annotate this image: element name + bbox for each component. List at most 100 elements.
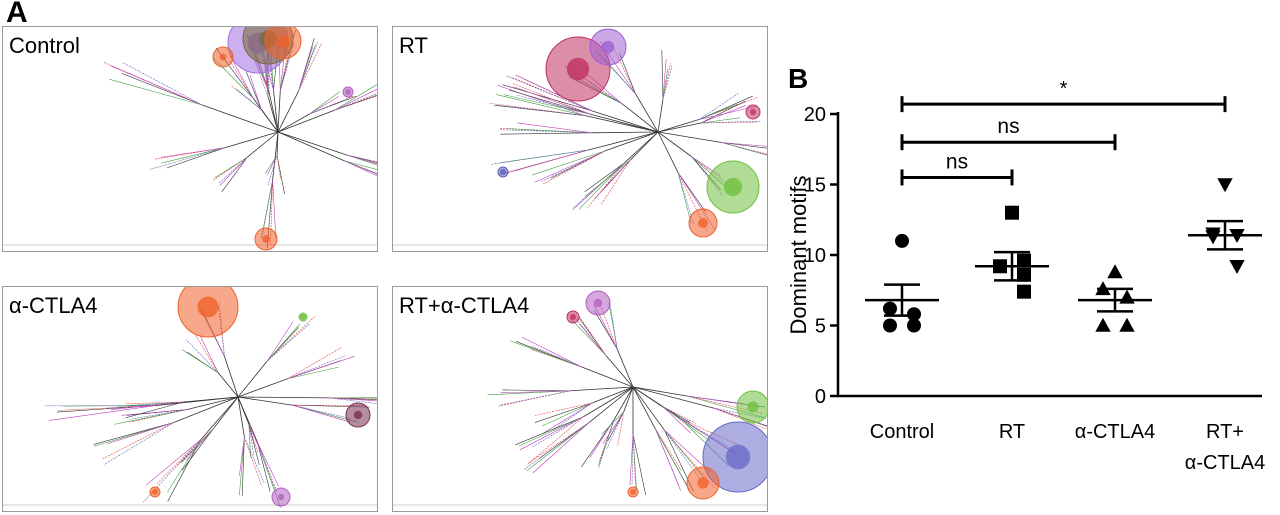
tree-label: α-CTLA4 [9,293,98,318]
tree-leaf-branch [678,172,707,213]
tree-leaf-branch [309,91,341,115]
tree-leaf-branch [661,50,664,100]
tree-leaf-branch [114,409,187,425]
tree-leaf-branch [662,68,669,100]
tree-cluster-core [152,489,158,495]
tree-leaf-branch [512,82,591,115]
tree-branch [276,131,279,156]
tree-leaf-branch [662,406,696,424]
data-point [895,233,909,248]
tree-leaf-branch [516,94,591,115]
tree-leaf-branch [186,427,215,461]
tree-branch [605,131,659,152]
tree-leaf-branch [49,405,156,421]
tree-branch [589,386,634,423]
tree-branch [591,386,634,404]
tree-leaf-branch [245,71,262,110]
tree-leaf-branch [298,46,314,92]
tree-cluster-core [601,40,615,54]
tree-leaf-branch [229,55,254,99]
data-point [907,307,921,322]
tree-leaf-branch [532,150,606,176]
tree-branch [632,386,663,407]
tree-leaf-branch [532,422,590,474]
tree-leaf-branch [526,422,590,472]
tree-leaf-branch [334,84,377,111]
tree-branch [605,355,634,388]
tree-branch [186,396,239,410]
tree-leaf-branch [214,156,248,179]
tree-leaf-branch [515,74,593,112]
tree-branch [237,378,288,398]
tree-leaf-branch [594,159,631,200]
tree-leaf-branch [662,406,691,424]
tree-branch [588,131,659,151]
tree-leaf-branch [257,441,271,492]
tree-leaf-branch [500,390,571,394]
y-axis-label: Dominant motifs [786,176,811,335]
tree-branch [224,356,239,398]
tree-leaf-branch [515,416,584,446]
tree-leaf-branch [309,95,357,115]
tree-leaf-branch [328,397,377,400]
tree-branch [200,396,239,441]
tree-leaf-branch [228,59,254,99]
tree-branch [277,109,336,133]
tree-leaf-branch [239,437,245,476]
tree-branch [613,386,634,421]
tree-branch [657,119,700,133]
tree-leaf-branch [499,149,589,164]
tree-label: Control [9,33,80,58]
tree-leaf-branch [107,422,175,445]
tree-leaf-branch [526,422,590,465]
tree-cluster-core [277,493,285,501]
tree-leaf-branch [248,424,251,458]
tree-leaf-branch [239,437,245,496]
tree-leaf-branch [497,104,585,116]
tree-leaf-branch [334,95,377,111]
tree-leaf-branch [655,428,683,477]
x-tick-label: RT [999,421,1025,443]
tree-leaf-branch [491,149,589,165]
y-tick-label: 5 [815,316,826,338]
tree-branch [261,109,279,133]
tree-leaf-branch [607,411,625,441]
y-tick-label: 20 [804,104,826,126]
tree-leaf-branch [629,434,634,486]
tree-leaf-branch [541,402,593,427]
tree-leaf-branch [244,437,262,486]
tree-branch [217,372,239,398]
tree-leaf-branch [266,321,294,362]
tree-branch [277,91,299,133]
tree-branch [273,90,279,133]
tree-leaf-branch [662,58,667,100]
tree-leaf-branch [236,89,262,110]
tree-cluster-core [566,57,590,81]
tree-leaf-branch [334,88,377,111]
tree-branch [277,91,281,133]
tree-branch [635,93,659,133]
tree-leaf-branch [199,334,219,373]
tree-label: RT+α-CTLA4 [399,293,530,318]
tree-leaf-branch [221,157,248,193]
tree-leaf-branch [521,337,583,368]
tree-leaf-branch [601,411,624,435]
tree-leaf-branch [534,150,606,183]
tree-branch [632,386,665,431]
tree-branch [591,131,659,134]
tree-leaf-branch [535,402,593,416]
tree-leaf-branch [585,159,631,197]
tree-branch [630,131,659,161]
tree-leaf-branch [248,424,260,466]
tree-leaf-branch [264,155,278,174]
tree-leaf-branch [542,402,593,434]
tree-leaf-branch [267,155,278,186]
tree-branch [623,386,634,412]
data-point [907,318,921,333]
tree-branch [224,131,279,149]
tree-leaf-branch [102,422,175,460]
tree-leaf-branch [686,395,764,415]
tree-branch [277,131,345,162]
tree-leaf-branch [121,409,187,416]
